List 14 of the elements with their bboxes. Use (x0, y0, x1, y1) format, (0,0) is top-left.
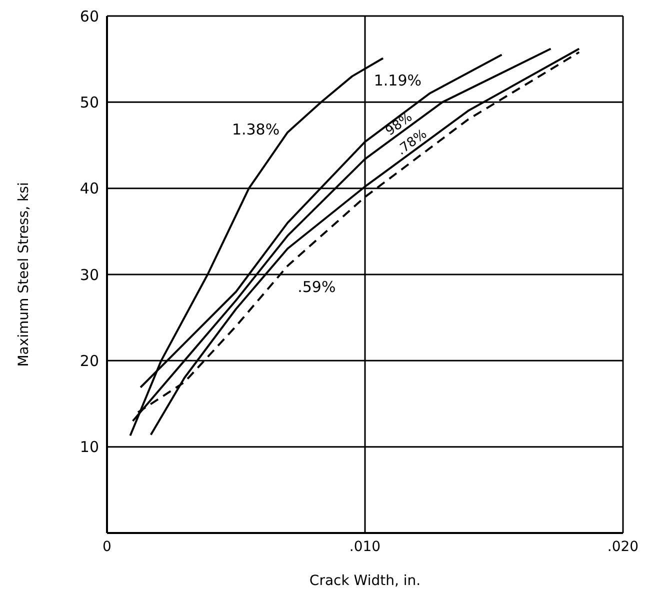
y-axis-title: Maximum Steel Stress, ksi (16, 182, 32, 367)
y-tick-label: 30 (80, 266, 99, 284)
x-tick-label: 0 (102, 538, 112, 555)
series-label: .59% (298, 278, 336, 296)
y-tick-label: 60 (80, 7, 99, 26)
series-label: 1.19% (374, 72, 422, 90)
x-tick-label: .020 (607, 538, 639, 555)
y-tick-label: 10 (80, 438, 99, 456)
y-tick-label: 40 (80, 180, 99, 198)
y-tick-label: 20 (80, 352, 99, 370)
x-axis-title: Crack Width, in. (309, 573, 421, 589)
y-tick-label: 50 (80, 93, 99, 112)
series-label: 1.38% (232, 120, 280, 138)
x-tick-label: .010 (349, 538, 381, 555)
